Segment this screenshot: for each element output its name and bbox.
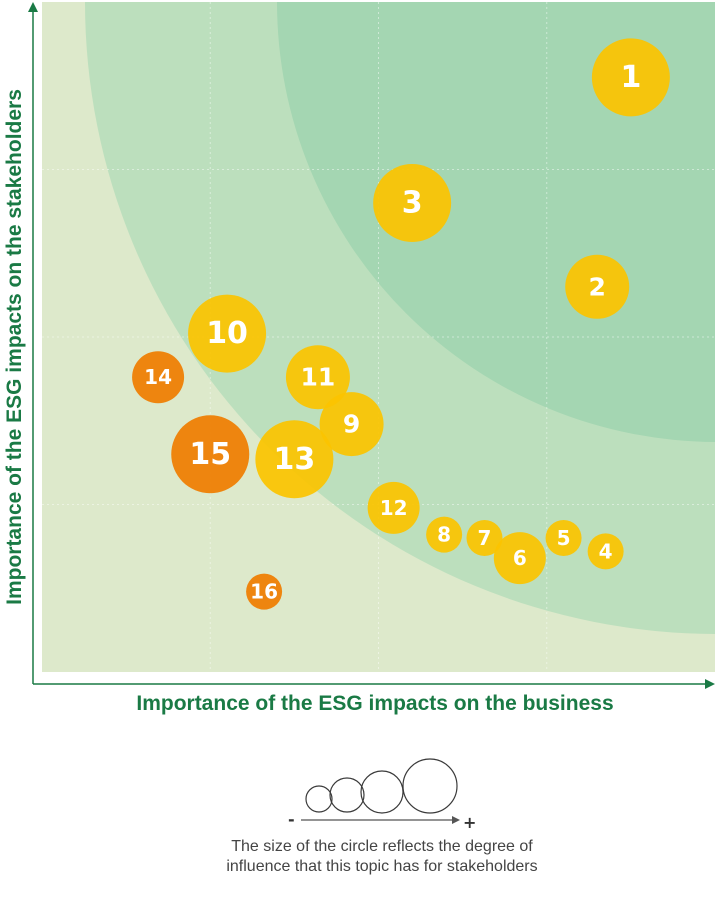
bubble-label-5: 5 — [557, 526, 571, 550]
bubble-10 — [188, 294, 267, 373]
bubble-label-4: 4 — [599, 539, 613, 563]
legend-caption-line1: The size of the circle reflects the degr… — [231, 838, 533, 855]
bubble-9 — [319, 392, 384, 457]
x-axis-title: Importance of the ESG impacts on the bus… — [136, 692, 613, 715]
bubble-2 — [565, 254, 630, 319]
bubble-7 — [466, 520, 503, 556]
bubble-14 — [132, 351, 185, 404]
bubble-1 — [591, 38, 670, 117]
zone-high — [277, 2, 715, 442]
bubble-label-6: 6 — [513, 546, 527, 570]
bubble-label-3: 3 — [402, 186, 423, 221]
bubble-label-16: 16 — [250, 580, 278, 604]
bubble-6 — [493, 532, 546, 585]
bubble-label-15: 15 — [189, 437, 231, 472]
bubble-16 — [246, 573, 283, 610]
legend-caption-line2: influence that this topic has for stakeh… — [226, 858, 537, 875]
legend-circle-2 — [329, 777, 365, 813]
bubble-label-7: 7 — [478, 526, 492, 550]
bubble-5 — [545, 520, 582, 556]
bubble-4 — [587, 533, 624, 570]
legend-circle-4 — [402, 758, 458, 814]
y-axis-arrow-icon — [28, 2, 38, 12]
bubble-label-13: 13 — [274, 442, 316, 477]
bubble-label-11: 11 — [301, 363, 336, 392]
y-axis — [28, 2, 38, 684]
x-axis — [33, 679, 715, 689]
bubble-11 — [285, 345, 350, 410]
bubble-label-8: 8 — [437, 523, 451, 547]
bubble-3 — [373, 164, 452, 242]
legend-arrow-icon — [452, 816, 460, 824]
bubble-label-1: 1 — [620, 60, 641, 95]
bubble-label-10: 10 — [206, 316, 248, 351]
bubble-12 — [367, 481, 420, 534]
bubble-label-14: 14 — [144, 365, 172, 389]
bubble-label-2: 2 — [589, 272, 606, 301]
x-axis-arrow-icon — [705, 679, 715, 689]
legend-circle-3 — [360, 770, 404, 814]
bubble-label-9: 9 — [343, 410, 360, 439]
size-legend: - + The size of the circle reflects the … — [226, 758, 538, 875]
y-axis-title: Importance of the ESG impacts on the sta… — [3, 89, 26, 605]
legend-circle-1 — [305, 785, 333, 813]
legend-plus: + — [463, 813, 476, 832]
bubble-13 — [255, 420, 334, 499]
bubble-label-12: 12 — [380, 496, 408, 520]
bubble-8 — [426, 516, 463, 553]
legend-minus: - — [288, 810, 295, 829]
bubble-15 — [171, 415, 250, 494]
